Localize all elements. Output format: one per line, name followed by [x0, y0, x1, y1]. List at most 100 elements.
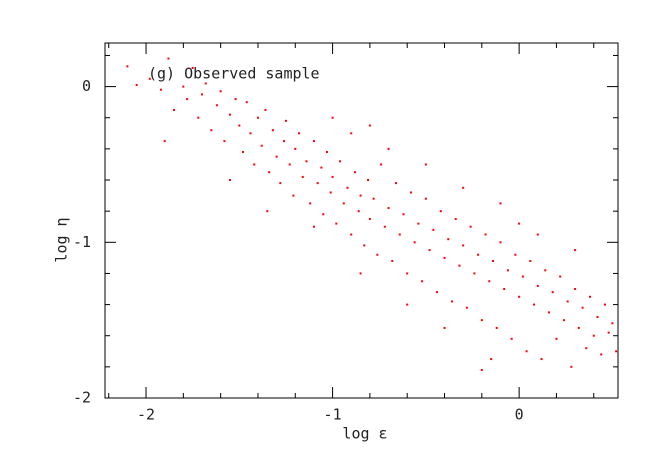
point: [312, 225, 315, 228]
point: [238, 124, 241, 127]
y-tick-label: -2: [73, 389, 91, 407]
point: [279, 182, 282, 185]
point: [294, 147, 297, 150]
point: [518, 295, 521, 298]
point: [589, 295, 592, 298]
point: [439, 210, 442, 213]
point: [465, 306, 468, 309]
point: [406, 303, 409, 306]
point: [173, 108, 176, 111]
point: [249, 132, 252, 135]
point: [611, 322, 614, 325]
point: [271, 129, 274, 132]
point: [458, 264, 461, 267]
point: [260, 144, 263, 147]
point: [533, 303, 536, 306]
point: [566, 300, 569, 303]
point: [510, 337, 513, 340]
point: [305, 160, 308, 163]
point: [480, 319, 483, 322]
point: [559, 275, 562, 278]
point: [215, 104, 218, 107]
point: [521, 275, 524, 278]
x-tick-label: -1: [324, 406, 342, 424]
point: [529, 259, 532, 262]
point: [320, 166, 323, 169]
point: [288, 163, 291, 166]
point: [376, 253, 379, 256]
point: [409, 191, 412, 194]
point: [186, 98, 189, 101]
point: [197, 116, 200, 119]
y-tick-label: -1: [73, 233, 91, 251]
point: [204, 82, 207, 85]
point: [322, 213, 325, 216]
point: [577, 326, 580, 329]
point: [398, 233, 401, 236]
point: [490, 358, 493, 361]
point: [245, 101, 248, 104]
point: [499, 202, 502, 205]
point: [424, 197, 427, 200]
point: [325, 150, 328, 153]
point: [406, 272, 409, 275]
point: [228, 179, 231, 182]
point: [484, 233, 487, 236]
point: [368, 124, 371, 127]
point: [335, 222, 338, 225]
point: [454, 217, 457, 220]
point: [350, 132, 353, 135]
point: [383, 225, 386, 228]
point: [363, 244, 366, 247]
point: [284, 119, 287, 122]
point: [391, 259, 394, 262]
point: [555, 337, 558, 340]
point: [447, 238, 450, 241]
point: [443, 326, 446, 329]
point: [413, 241, 416, 244]
point: [331, 175, 334, 178]
point: [585, 347, 588, 350]
point: [266, 210, 269, 213]
point: [346, 186, 349, 189]
point: [182, 85, 185, 88]
point: [574, 249, 577, 252]
point: [424, 163, 427, 166]
point: [342, 202, 345, 205]
point: [421, 280, 424, 283]
plot-frame: [104, 42, 619, 399]
x-tick-label: -2: [137, 406, 155, 424]
x-tick-label: 0: [515, 406, 524, 424]
point: [592, 334, 595, 337]
point: [432, 228, 435, 231]
point: [316, 182, 319, 185]
point: [126, 65, 129, 68]
point: [301, 175, 304, 178]
point: [428, 249, 431, 252]
point: [607, 331, 610, 334]
point: [492, 259, 495, 262]
x-axis-label: log ε: [342, 425, 387, 443]
point: [525, 350, 528, 353]
point: [436, 291, 439, 294]
point: [603, 303, 606, 306]
point: [562, 319, 565, 322]
point: [283, 140, 286, 143]
point: [359, 194, 362, 197]
point: [163, 140, 166, 143]
point: [499, 241, 502, 244]
point: [581, 306, 584, 309]
point: [353, 171, 356, 174]
point: [380, 163, 383, 166]
point: [450, 300, 453, 303]
point: [402, 213, 405, 216]
point: [312, 140, 315, 143]
point: [359, 272, 362, 275]
point: [514, 253, 517, 256]
point: [234, 98, 237, 101]
point: [256, 116, 259, 119]
point: [268, 171, 271, 174]
point: [372, 197, 375, 200]
point: [395, 182, 398, 185]
